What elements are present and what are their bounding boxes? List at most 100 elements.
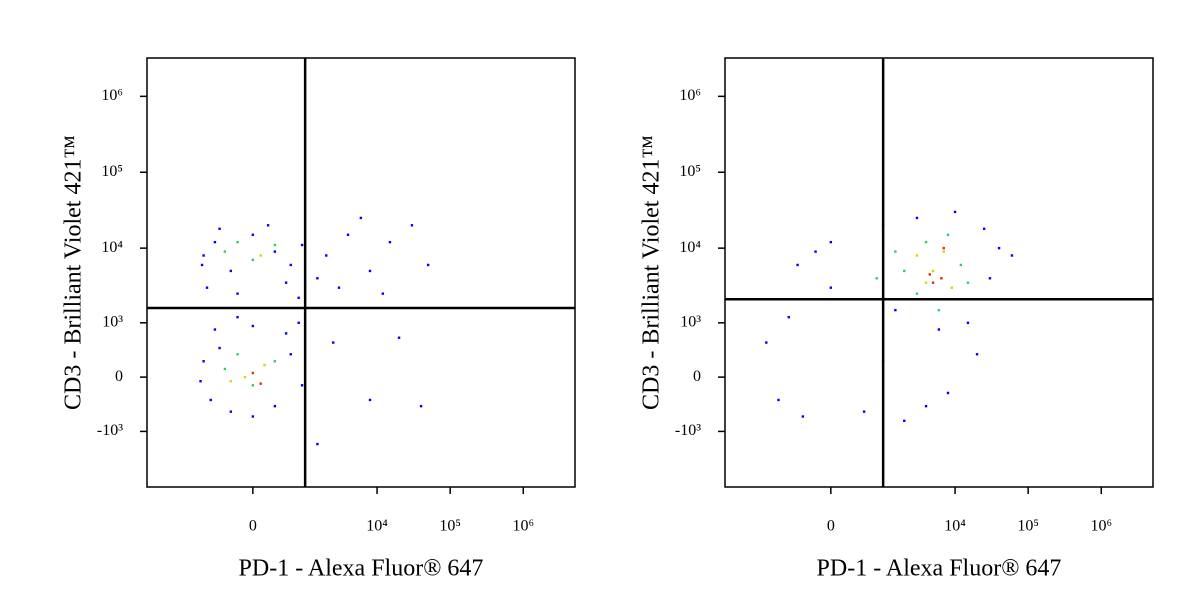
point: [796, 263, 799, 267]
point: [202, 254, 205, 257]
point: [284, 281, 288, 284]
point: [316, 277, 319, 280]
point: [894, 250, 897, 253]
y-tick-label: 10⁶: [679, 87, 701, 104]
point: [801, 415, 805, 418]
point: [397, 336, 401, 339]
point: [259, 382, 262, 385]
point: [924, 404, 928, 408]
y-axis-label: CD3 - Brilliant Violet 421™: [61, 135, 87, 410]
point: [988, 277, 992, 280]
point: [903, 419, 906, 423]
point: [915, 254, 919, 257]
point: [862, 410, 866, 413]
y-tick-label: 10³: [680, 313, 701, 330]
point: [289, 263, 292, 267]
point: [218, 227, 221, 230]
point: [229, 269, 233, 273]
point: [829, 286, 833, 289]
point: [325, 254, 328, 257]
point: [997, 246, 1001, 250]
point: [982, 227, 986, 230]
point: [966, 281, 970, 284]
x-tick-label: 0: [827, 518, 835, 535]
plot-frame: [146, 57, 576, 488]
y-tick-label: 10⁴: [679, 239, 701, 256]
x-tick-label: 10⁴: [944, 518, 966, 535]
point: [894, 308, 897, 312]
point: [953, 210, 957, 214]
y-tick-label: 0: [693, 368, 701, 385]
point: [975, 353, 979, 356]
point: [266, 224, 270, 227]
point: [337, 286, 341, 289]
point: [931, 269, 935, 273]
x-tick-label: 10⁴: [366, 518, 388, 535]
point: [213, 328, 217, 331]
point: [924, 281, 928, 284]
point: [946, 233, 950, 236]
point: [426, 263, 430, 267]
point: [829, 240, 833, 244]
point: [273, 360, 277, 363]
point: [346, 233, 350, 236]
y-tick-label: -10³: [675, 422, 701, 439]
x-tick-label: 10⁵: [1017, 518, 1039, 535]
point: [273, 404, 277, 408]
point: [209, 398, 212, 402]
point: [966, 321, 970, 325]
y-tick-label: 10³: [102, 313, 123, 330]
point: [202, 360, 205, 363]
point: [931, 281, 935, 284]
point: [273, 250, 277, 253]
point: [236, 315, 239, 319]
point: [289, 353, 292, 356]
point: [218, 346, 221, 350]
point: [332, 341, 335, 344]
point: [229, 410, 233, 413]
point: [765, 341, 768, 344]
point: [959, 263, 963, 267]
point: [297, 321, 300, 325]
point: [259, 254, 262, 257]
x-tick-label: 10⁵: [439, 518, 461, 535]
point: [205, 286, 209, 289]
point: [410, 224, 414, 227]
point: [236, 353, 239, 356]
point: [814, 250, 817, 253]
point: [915, 216, 919, 220]
point: [251, 324, 255, 328]
point: [924, 240, 928, 244]
plot-frame: [724, 57, 1154, 488]
point: [273, 243, 277, 247]
y-tick-label: 0: [115, 368, 123, 385]
point: [300, 243, 304, 247]
x-axis-label: PD-1 - Alexa Fluor® 647: [817, 556, 1062, 582]
point: [316, 442, 319, 446]
point: [937, 328, 941, 331]
point: [251, 415, 255, 418]
point: [223, 367, 227, 371]
point: [368, 269, 372, 273]
x-axis-label: PD-1 - Alexa Fluor® 647: [239, 556, 484, 582]
point: [937, 308, 941, 312]
point: [199, 380, 202, 383]
x-tick-label: 10⁶: [1090, 518, 1112, 535]
point: [368, 398, 372, 402]
point: [777, 398, 780, 402]
y-tick-label: 10⁴: [101, 239, 123, 256]
point: [928, 273, 931, 276]
point: [903, 269, 906, 273]
point: [297, 296, 300, 299]
point: [381, 292, 385, 295]
point: [236, 292, 239, 295]
point: [946, 391, 950, 395]
point: [942, 250, 945, 253]
x-tick-label: 0: [249, 518, 257, 535]
point: [251, 258, 255, 262]
point: [251, 371, 255, 375]
point: [940, 277, 943, 280]
point: [875, 277, 878, 280]
point: [251, 384, 255, 387]
